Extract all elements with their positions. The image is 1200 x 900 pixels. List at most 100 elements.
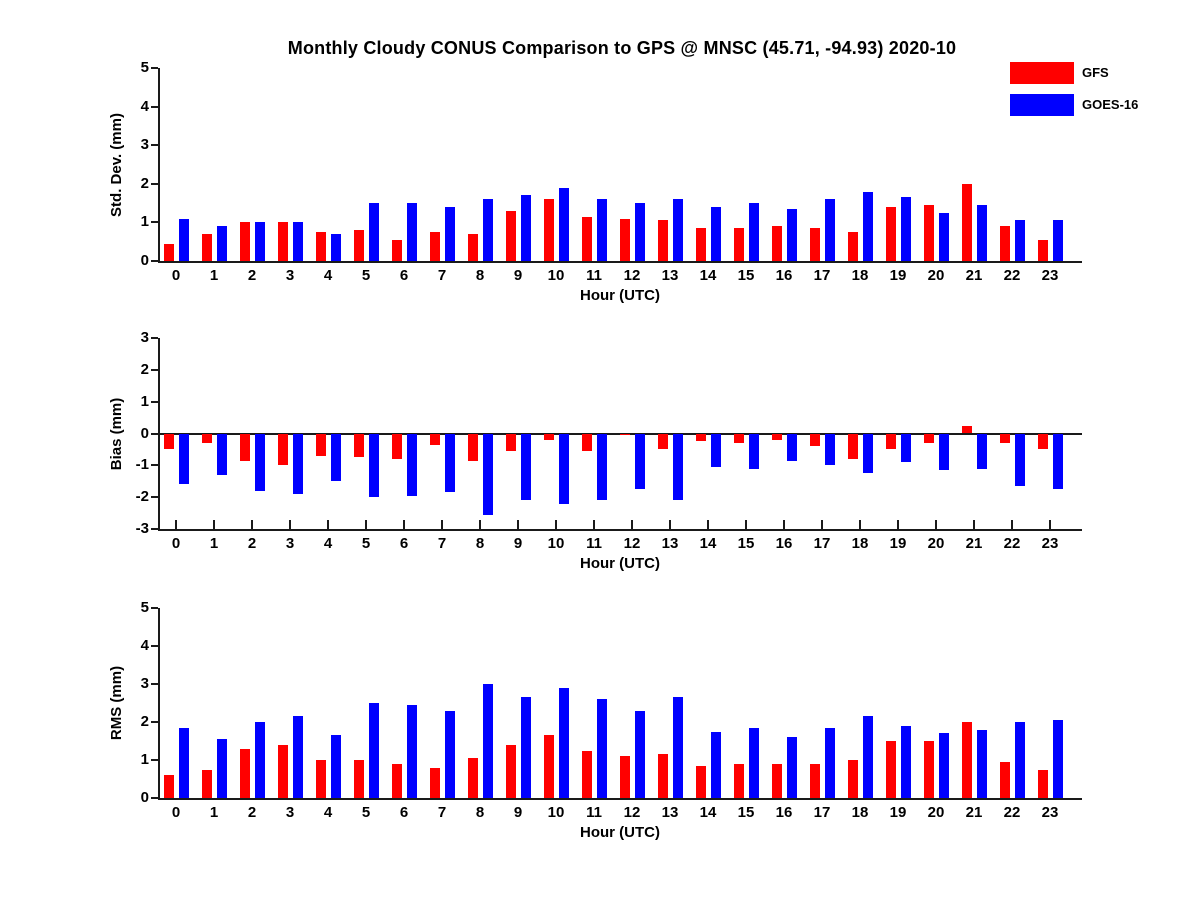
bar-gfs-h2 [239, 222, 250, 261]
bar-goes16-h4 [330, 735, 341, 798]
x-tick-label: 2 [247, 804, 257, 821]
bar-goes16-h23 [1052, 433, 1063, 490]
bar-goes16-h22 [1014, 433, 1025, 487]
bar-goes16-h0 [178, 727, 189, 798]
x-tick-label: 6 [399, 535, 409, 552]
bar-gfs-h22 [999, 433, 1010, 444]
bar-goes16-h19 [900, 433, 911, 463]
x-tick-label: 20 [927, 804, 945, 821]
x-tick [973, 520, 975, 529]
x-tick-label: 4 [323, 804, 333, 821]
bar-goes16-h7 [444, 710, 455, 798]
x-tick-label: 12 [623, 804, 641, 821]
x-tick-label: 6 [399, 804, 409, 821]
y-tick-label: 5 [140, 599, 149, 616]
bar-gfs-h6 [391, 763, 402, 798]
x-tick-label: 18 [851, 267, 869, 284]
bar-goes16-h14 [710, 731, 721, 798]
x-axis-spine [158, 529, 1082, 531]
y-tick-label: 2 [140, 174, 149, 192]
bar-gfs-h23 [1037, 769, 1048, 798]
x-tick-label: 22 [1003, 267, 1021, 284]
bar-goes16-h10 [558, 187, 569, 261]
x-tick [213, 520, 215, 529]
y-tick [151, 464, 158, 467]
x-tick [555, 520, 557, 529]
x-tick-label: 9 [513, 535, 523, 552]
x-tick-label: 23 [1041, 804, 1059, 821]
y-tick-label: 3 [140, 136, 149, 154]
x-tick-label: 23 [1041, 535, 1059, 552]
x-tick-label: 2 [247, 267, 257, 284]
bar-goes16-h8 [482, 433, 493, 515]
y-tick [151, 67, 158, 69]
bar-goes16-h8 [482, 199, 493, 261]
x-tick-label: 10 [547, 804, 565, 821]
bar-gfs-h20 [923, 433, 934, 444]
bar-goes16-h5 [368, 203, 379, 261]
x-tick-label: 9 [513, 267, 523, 284]
bar-gfs-h19 [885, 433, 896, 450]
x-tick-label: 19 [889, 267, 907, 284]
bar-goes16-h18 [862, 191, 873, 261]
x-tick [251, 520, 253, 529]
bar-gfs-h10 [543, 735, 554, 798]
y-axis-title: RMS (mm) [108, 665, 125, 741]
bar-goes16-h2 [254, 433, 265, 491]
y-tick [151, 797, 158, 799]
bar-gfs-h14 [695, 765, 706, 798]
x-tick-label: 10 [547, 267, 565, 284]
bar-goes16-h11 [596, 699, 607, 798]
y-axis-spine [158, 338, 160, 531]
y-tick [151, 144, 158, 147]
bar-goes16-h1 [216, 739, 227, 798]
x-tick [593, 520, 595, 529]
bar-gfs-h11 [581, 216, 592, 261]
y-tick [151, 528, 158, 530]
x-tick-label: 3 [285, 267, 295, 284]
x-tick-label: 13 [661, 267, 679, 284]
bar-gfs-h21 [961, 722, 972, 798]
bar-gfs-h16 [771, 763, 782, 798]
legend-swatch-goes16 [1010, 94, 1074, 116]
bar-gfs-h12 [619, 433, 630, 436]
x-tick-label: 3 [285, 804, 295, 821]
x-tick-label: 0 [171, 804, 181, 821]
bar-goes16-h12 [634, 433, 645, 490]
x-tick-label: 19 [889, 535, 907, 552]
bar-gfs-h9 [505, 433, 516, 451]
bar-gfs-h19 [885, 206, 896, 261]
bar-gfs-h7 [429, 433, 440, 445]
y-tick-label: 0 [140, 424, 149, 442]
bar-gfs-h5 [353, 760, 364, 798]
x-tick [935, 520, 937, 529]
bar-gfs-h20 [923, 205, 934, 261]
bar-goes16-h21 [976, 205, 987, 261]
y-tick [151, 221, 158, 224]
bar-gfs-h2 [239, 748, 250, 798]
x-axis-title: Hour (UTC) [580, 555, 660, 572]
bar-gfs-h5 [353, 230, 364, 261]
bar-goes16-h20 [938, 433, 949, 471]
bar-gfs-h8 [467, 758, 478, 798]
y-tick [151, 721, 158, 723]
x-tick-label: 16 [775, 267, 793, 284]
bar-goes16-h14 [710, 206, 721, 261]
bar-goes16-h16 [786, 208, 797, 261]
bar-gfs-h3 [277, 222, 288, 261]
bar-gfs-h13 [657, 433, 668, 450]
bar-gfs-h7 [429, 232, 440, 261]
x-tick [669, 520, 671, 529]
y-tick-label: -3 [135, 520, 149, 537]
bar-gfs-h12 [619, 756, 630, 798]
y-axis-spine [158, 68, 160, 263]
bar-gfs-h20 [923, 741, 934, 798]
x-tick-label: 1 [209, 267, 219, 284]
y-tick-label: 5 [140, 59, 149, 76]
x-tick-label: 15 [737, 804, 755, 821]
x-tick-label: 8 [475, 535, 485, 552]
bar-goes16-h11 [596, 433, 607, 501]
y-tick [151, 759, 158, 761]
y-tick-label: 1 [140, 751, 149, 768]
bar-goes16-h6 [406, 203, 417, 261]
